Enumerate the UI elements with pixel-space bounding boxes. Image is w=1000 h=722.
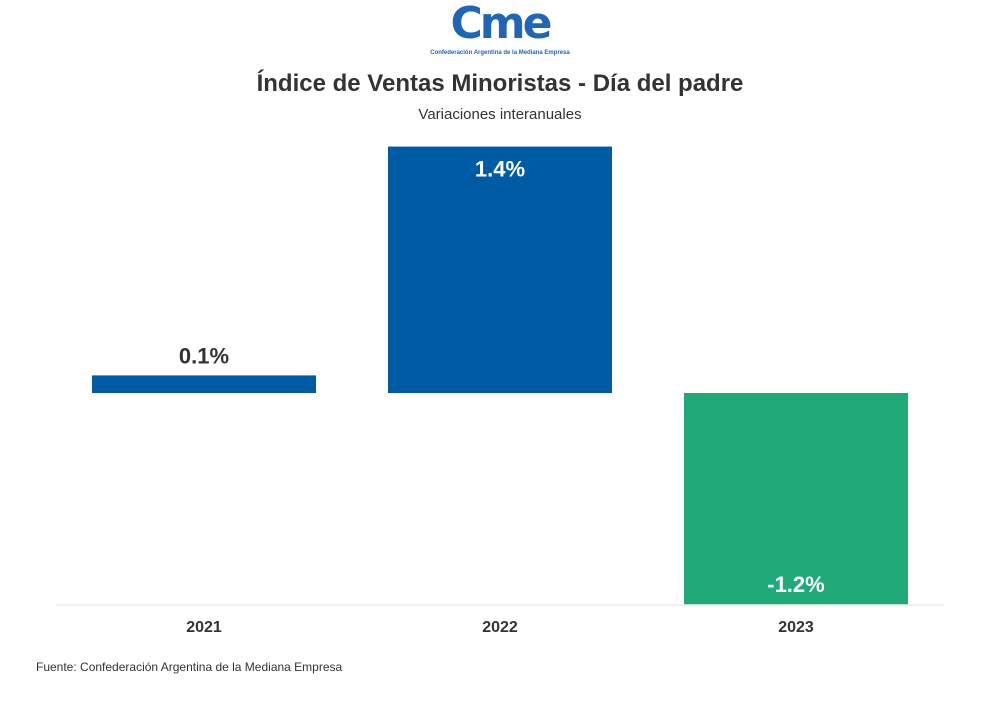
bar-2021: [92, 375, 316, 393]
cme-logo-mark: Cme: [450, 0, 553, 49]
cme-logo-tagline: Confederación Argentina de la Mediana Em…: [430, 50, 570, 56]
x-tick-label-2021: 2021: [186, 619, 222, 636]
data-label-2021: 0.1%: [179, 343, 229, 368]
source-note: Fuente: Confederación Argentina de la Me…: [36, 660, 343, 674]
bar-2022: [388, 146, 612, 393]
chart-subtitle: Variaciones interanuales: [418, 106, 582, 123]
data-label-2023: -1.2%: [767, 572, 824, 597]
data-label-2022: 1.4%: [475, 157, 525, 182]
x-tick-label-2022: 2022: [482, 619, 518, 636]
bar-2023: [684, 393, 908, 605]
cme-logo: Cme Confederación Argentina de la Median…: [420, 0, 580, 64]
chart-title: Índice de Ventas Minoristas - Día del pa…: [256, 70, 744, 97]
x-tick-label-2023: 2023: [778, 619, 814, 636]
